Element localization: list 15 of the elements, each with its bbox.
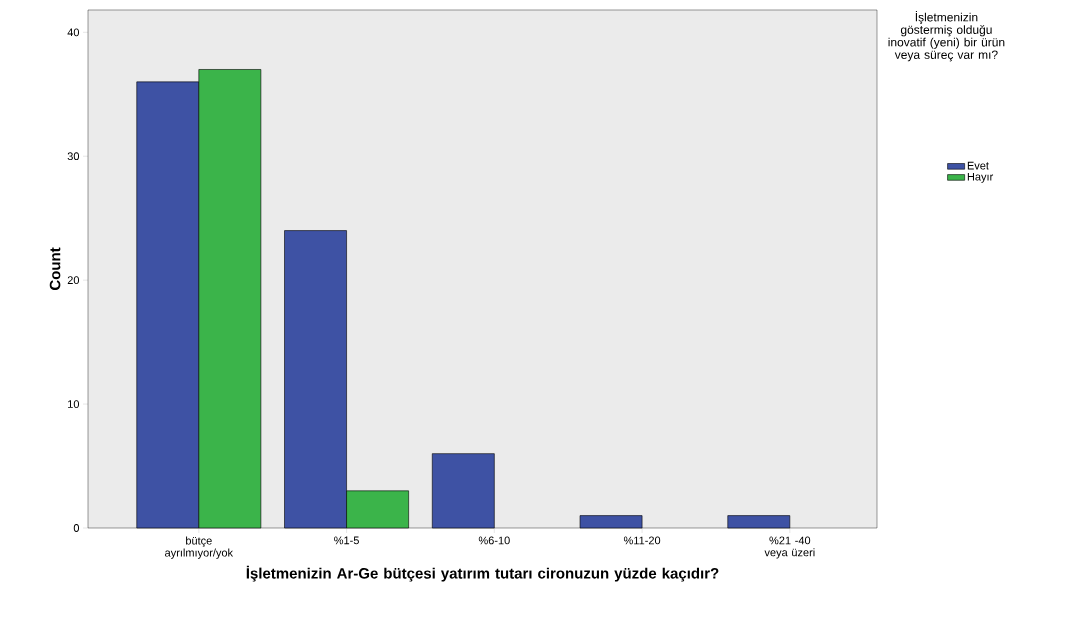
- legend-label: Hayır: [967, 172, 994, 183]
- x-tick-label: %1-5: [334, 536, 359, 545]
- y-tick-label: 0: [73, 524, 80, 532]
- y-tick-label: 30: [67, 152, 80, 161]
- x-tick-label: %11-20: [623, 536, 661, 545]
- y-tick-label: 10: [68, 400, 80, 408]
- legend-title: İşletmenizin göstermiş olduğu inovatif (yeni) bir ürün veya süreç var mı?: [888, 10, 1005, 62]
- legend-label: Evet: [967, 161, 989, 170]
- y-axis-title: Count: [49, 247, 61, 291]
- y-tick-label: 20: [67, 276, 80, 285]
- x-tick-label: %21 -40 veya üzeri: [764, 536, 815, 559]
- y-tick-label: 40: [67, 28, 80, 37]
- x-axis-title: İşletmenizin Ar-Ge bütçesi yatırım tutarı cironuzun yüzde kaçıdır?: [246, 565, 719, 582]
- x-tick-label: bütçe ayrılmıyor/yok: [165, 536, 234, 559]
- x-tick-label: %6-10: [478, 536, 510, 545]
